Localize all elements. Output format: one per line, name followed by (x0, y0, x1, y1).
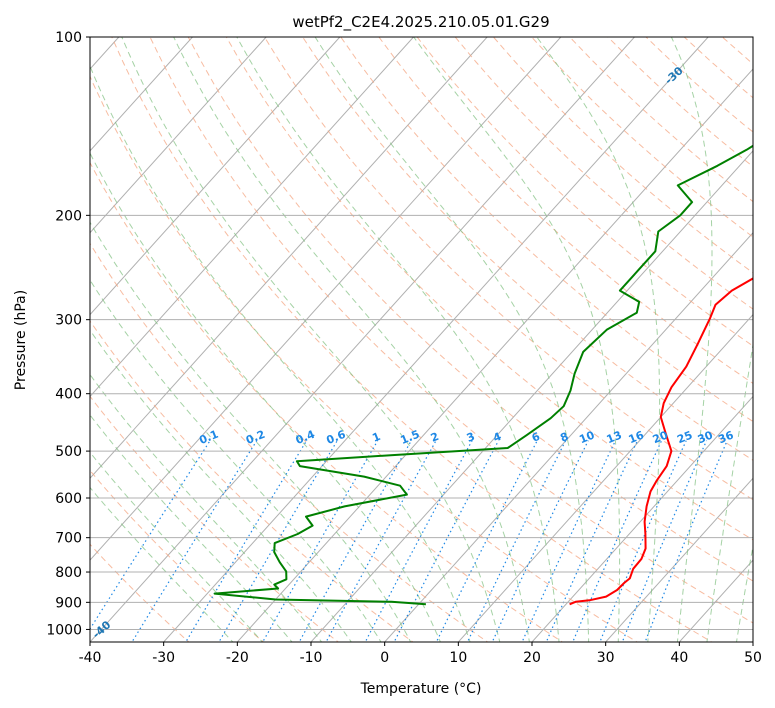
mixing-ratio-label: 30 (696, 428, 715, 446)
mixing-ratio-label: 8 (558, 430, 570, 445)
mixing-ratio-line (218, 440, 338, 642)
mixing-ratio-label: 2 (429, 430, 441, 445)
x-axis-label: Temperature (°C) (360, 681, 482, 697)
mixing-ratio-line (466, 440, 567, 642)
pressure-gridlines (90, 37, 753, 630)
y-axis-ticks: 100 200 300 400 500 600 700 800 900 1000 (46, 30, 90, 638)
mixing-ratio-line (90, 440, 211, 631)
y-tick-label: 600 (55, 491, 82, 507)
y-tick-label: 400 (55, 387, 82, 403)
isotherm-line (90, 37, 193, 152)
x-tick-label: 50 (744, 650, 762, 666)
isotherm-line (605, 477, 753, 642)
x-tick-label: 40 (670, 650, 688, 666)
plot-frame (89, 36, 754, 643)
mixing-ratio-label: 10 (577, 428, 596, 446)
moist-adiabat-line (90, 414, 293, 642)
chart-title: wetPf2_C2E4.2025.210.05.01.G29 (292, 13, 549, 32)
mixing-ratio-line (545, 440, 639, 642)
y-tick-label: 700 (55, 531, 82, 547)
x-tick-label: -40 (79, 650, 102, 666)
isotherm-line (90, 37, 488, 480)
plot-area (90, 37, 753, 642)
moist-adiabat-line (90, 451, 264, 642)
dry-adiabat-line (378, 37, 753, 385)
temperature-line (569, 277, 753, 606)
y-axis-label: Pressure (hPa) (13, 290, 29, 390)
isotherm-line (163, 37, 709, 642)
inline-labels: -40-300.1 0.2 0.4 0.6 1 1.5 2 3 4 6 8 10 13 16 20 25 30 3… (90, 64, 736, 641)
x-tick-label: -10 (300, 650, 323, 666)
y-tick-label: 500 (55, 444, 82, 460)
mixing-ratio-label: 1 (370, 430, 382, 445)
dry-adiabat-line (90, 320, 414, 642)
isotherm-line (236, 68, 753, 642)
isotherm-line (90, 37, 635, 642)
x-axis-ticks: -40 -30 -20 -10 0 10 20 30 40 50 (79, 642, 762, 666)
isotherm-line (90, 37, 341, 316)
moist-adiabat-line (90, 152, 441, 642)
x-tick-label: -30 (152, 650, 175, 666)
mixing-ratio-label: 25 (675, 428, 694, 446)
profile-lines (213, 144, 753, 606)
mixing-ratio-label: 3 (465, 430, 477, 445)
x-tick-label: 0 (380, 650, 389, 666)
isotherm-line (531, 395, 753, 642)
dry-adiabat-line (90, 75, 638, 642)
isotherm-line (457, 313, 753, 642)
moist-adiabat-line (90, 221, 412, 642)
dry-adiabat-line (264, 37, 753, 501)
y-tick-label: 100 (55, 30, 82, 46)
mixing-ratio-line (325, 440, 437, 642)
isotherm-line (90, 37, 414, 398)
y-tick-label: 800 (55, 565, 82, 581)
y-tick-label: 900 (55, 595, 82, 611)
mixing-ratio-label: 13 (605, 428, 624, 446)
x-tick-label: 20 (523, 650, 541, 666)
y-tick-label: 300 (55, 313, 82, 329)
mixing-ratio-line (393, 440, 500, 642)
mixing-ratio-label: 16 (627, 428, 646, 446)
isotherm-line (90, 37, 562, 561)
mixing-ratio-line (435, 440, 538, 642)
mixing-ratio-line (491, 440, 589, 642)
mixing-ratio-label: 20 (651, 428, 670, 446)
mixing-ratio-line (521, 440, 617, 642)
mixing-ratio-line (298, 440, 412, 642)
mixing-ratio-line (262, 440, 379, 642)
x-tick-label: 10 (449, 650, 467, 666)
mixing-ratio-line (185, 440, 308, 642)
dry-adiabat-line (90, 395, 340, 642)
y-tick-label: 1000 (46, 622, 82, 638)
mixing-ratio-label: 36 (716, 428, 735, 446)
mixing-ratio-line (364, 440, 473, 642)
isotherm-line (90, 37, 267, 234)
dry-adiabat-line (302, 37, 753, 461)
dry-adiabat-line (340, 37, 753, 423)
isotherm-line (384, 231, 753, 642)
y-tick-label: 200 (55, 208, 82, 224)
x-tick-label: -20 (226, 650, 249, 666)
dry-adiabat-line (416, 37, 753, 347)
dewpoint-line (213, 144, 753, 606)
x-tick-label: 30 (597, 650, 615, 666)
